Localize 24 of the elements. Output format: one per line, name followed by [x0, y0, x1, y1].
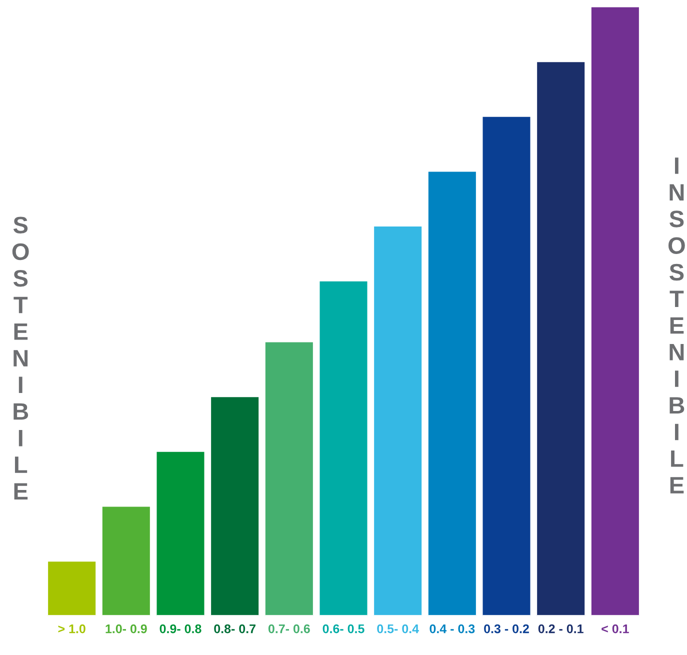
- bar: [155, 450, 206, 616]
- x-tick-label: 0.9- 0.8: [160, 624, 202, 634]
- bar: [264, 340, 314, 616]
- x-tick-label: < 0.1: [602, 624, 629, 634]
- x-tick-label: 0.7- 0.6: [268, 624, 310, 634]
- text: INSOSTENIBILE: [668, 158, 685, 494]
- x-tick-label: > 1.0: [58, 624, 86, 634]
- x-tick-label: 0.3 - 0.2: [484, 624, 529, 634]
- x-tick-label: 0.8- 0.7: [214, 624, 256, 634]
- bar: [372, 225, 423, 616]
- x-tick-label: 0.2 - 0.1: [538, 624, 584, 634]
- bar: [318, 280, 369, 616]
- bar: [590, 6, 640, 616]
- bar: [536, 60, 586, 616]
- x-tick-label: 1.0- 0.9: [106, 624, 147, 634]
- x-tick-label: 0.4 - 0.3: [430, 624, 475, 634]
- x-tick-label: 0.6- 0.5: [322, 624, 364, 634]
- bar: [46, 560, 97, 616]
- bar: [481, 116, 532, 616]
- x-tick-label: 0.5- 0.4: [377, 624, 419, 634]
- bar: [427, 170, 478, 616]
- text: SOSTENIBILE: [12, 216, 29, 500]
- bar: [210, 396, 260, 616]
- bar: [101, 505, 152, 616]
